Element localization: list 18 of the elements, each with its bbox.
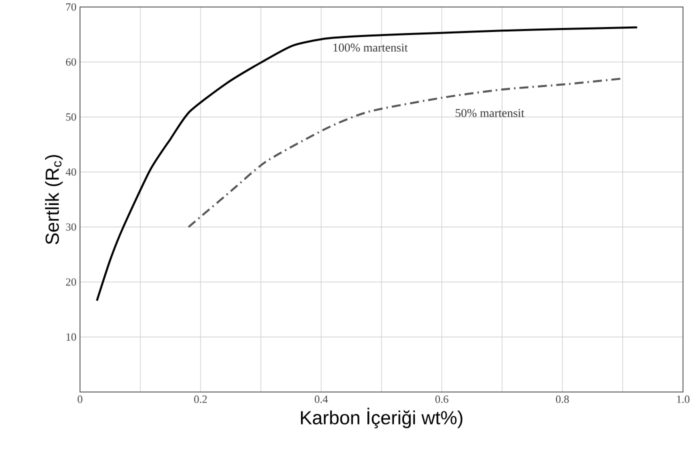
x-tick-label: 0.8 <box>556 396 569 403</box>
y-tick-label: 50 <box>66 113 76 121</box>
x-tick-label: 0.2 <box>194 396 207 403</box>
series-label: 50% martensit <box>456 108 524 118</box>
y-tick-label: 30 <box>66 223 76 231</box>
y-tick-label: 40 <box>66 168 76 176</box>
x-axis-title: Karbon İçeriği wt%) <box>300 408 462 428</box>
y-axis-title: Sertlik (R$_{c}$) <box>45 155 63 244</box>
x-tick-label: 0.6 <box>435 396 448 403</box>
y-tick-label: 10 <box>66 333 76 341</box>
x-tick-label: 0.4 <box>314 396 328 403</box>
y-tick-label: 70 <box>66 3 76 11</box>
x-tick-label: 0 <box>78 396 82 403</box>
y-tick-label: 60 <box>66 58 76 66</box>
y-tick-label: 20 <box>66 278 76 286</box>
x-tick-label: 1.0 <box>677 396 690 403</box>
line-series <box>96 26 638 302</box>
series-label: 100% martensit <box>333 44 408 52</box>
